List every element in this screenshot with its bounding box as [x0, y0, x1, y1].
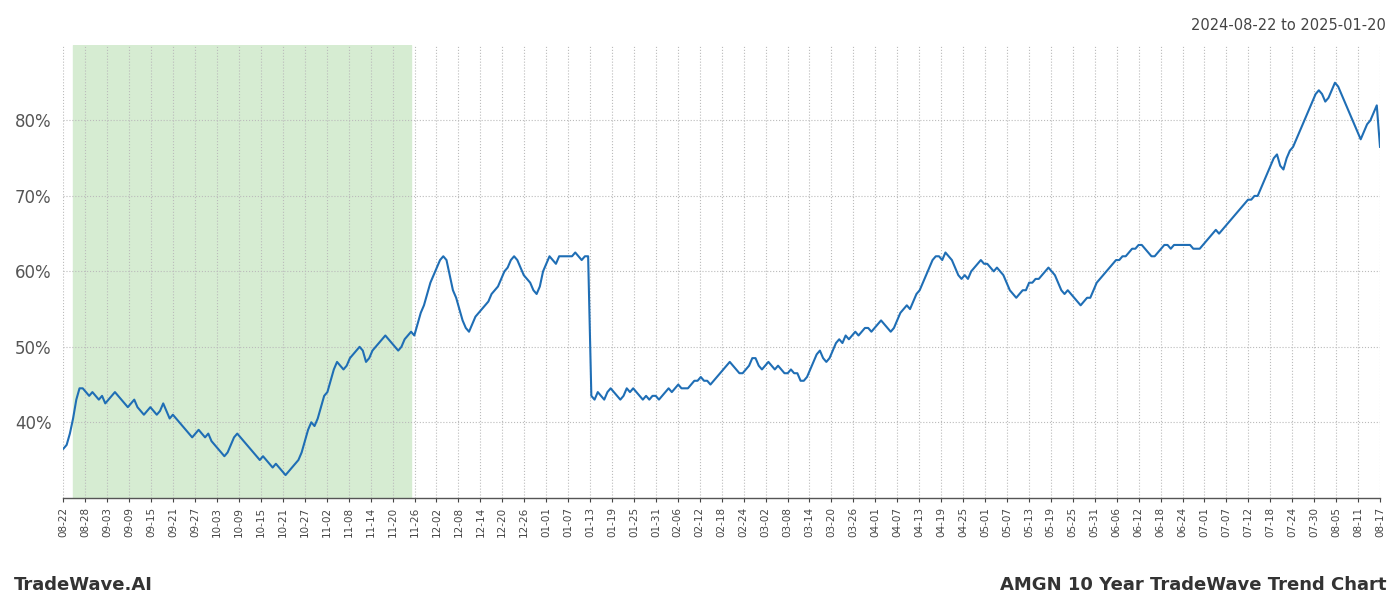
Text: 2024-08-22 to 2025-01-20: 2024-08-22 to 2025-01-20: [1191, 18, 1386, 33]
Bar: [73, 45, 412, 498]
Text: AMGN 10 Year TradeWave Trend Chart: AMGN 10 Year TradeWave Trend Chart: [1000, 576, 1386, 594]
Text: TradeWave.AI: TradeWave.AI: [14, 576, 153, 594]
